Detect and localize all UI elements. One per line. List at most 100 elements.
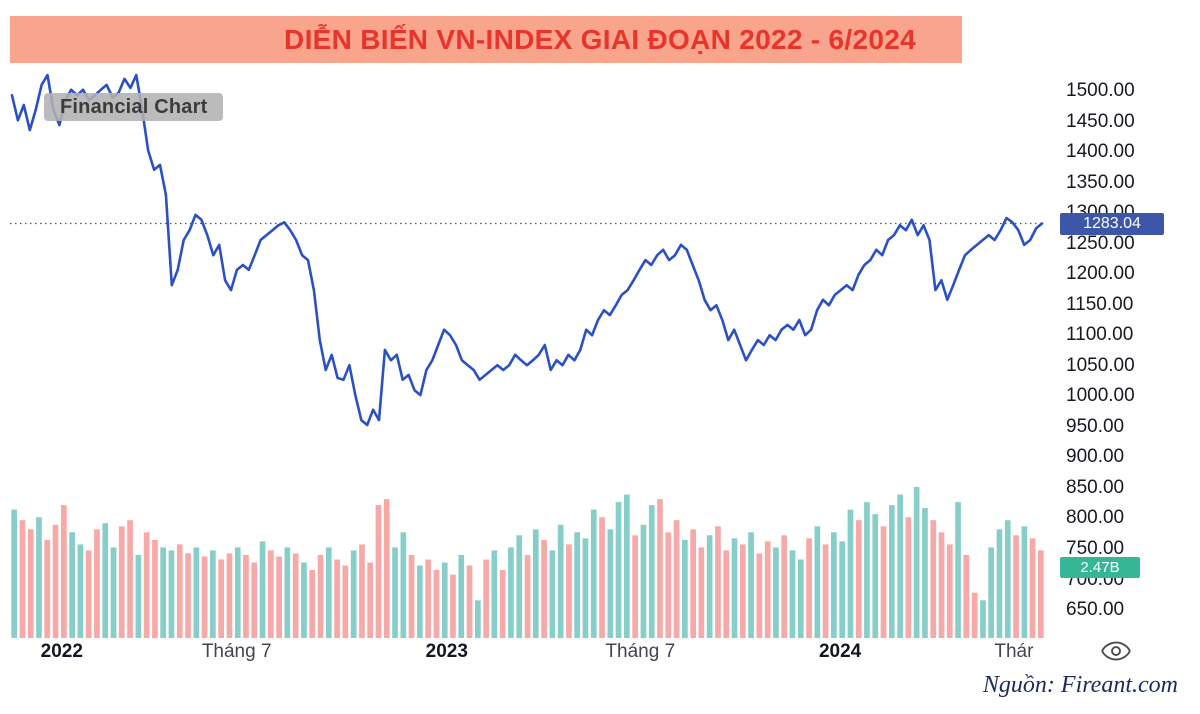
- volume-bar: [292, 553, 299, 638]
- volume-bar: [831, 532, 837, 638]
- volume-bar: [94, 529, 100, 638]
- volume-bar: [524, 555, 531, 638]
- volume-bar: [789, 550, 796, 638]
- volume-bar: [19, 520, 26, 638]
- volume-bar: [864, 502, 870, 638]
- volume-bar: [781, 535, 787, 638]
- volume-bar: [61, 505, 67, 638]
- volume-bar: [392, 547, 398, 638]
- volume-bar: [425, 559, 431, 638]
- volume-bar: [450, 574, 456, 638]
- volume-bar: [218, 559, 224, 638]
- y-axis-label: 1000.00: [1066, 385, 1135, 407]
- volume-bar: [682, 539, 688, 639]
- volume-bar: [980, 600, 986, 639]
- volume-bar: [624, 494, 630, 638]
- volume-bar: [11, 509, 17, 638]
- volume-bar: [301, 562, 307, 638]
- volume-bar: [566, 544, 572, 638]
- volume-bar: [673, 520, 680, 638]
- volume-bar: [1004, 520, 1011, 638]
- volume-bar: [756, 553, 763, 638]
- volume-bar: [640, 524, 647, 639]
- volume-bar: [797, 559, 804, 638]
- y-axis-label: 1350.00: [1066, 171, 1135, 193]
- volume-bar: [466, 565, 473, 638]
- volume-bar: [731, 538, 738, 638]
- volume-bar: [85, 550, 92, 638]
- y-axis-label: 1450.00: [1066, 110, 1135, 132]
- x-axis-label: Thár: [994, 641, 1034, 662]
- volume-bar: [706, 535, 713, 638]
- volume-bar: [657, 499, 663, 638]
- volume-bar: [814, 526, 821, 638]
- x-axis-label: Tháng 7: [605, 641, 676, 662]
- volume-bar: [715, 526, 721, 638]
- y-axis-label: 750.00: [1066, 537, 1125, 559]
- eye-icon[interactable]: [1101, 641, 1131, 661]
- y-axis-label: 1400.00: [1066, 141, 1135, 163]
- volume-bar: [599, 517, 605, 638]
- volume-bar: [309, 570, 316, 638]
- y-axis-label: 1100.00: [1066, 324, 1134, 346]
- volume-bar: [590, 509, 597, 638]
- volume-bar: [36, 517, 42, 638]
- volume-bar: [201, 556, 208, 638]
- volume-bar: [930, 520, 937, 638]
- volume-bar: [963, 555, 970, 638]
- y-axis-label: 1050.00: [1066, 354, 1135, 376]
- volume-bar: [922, 508, 928, 638]
- volume-bar: [69, 532, 75, 638]
- volume-bar: [988, 547, 994, 638]
- y-axis-label: 1500.00: [1066, 80, 1135, 101]
- title-banner: [10, 16, 962, 63]
- volume-bar: [259, 541, 266, 638]
- volume-bar: [491, 550, 498, 638]
- volume-bar: [102, 523, 109, 638]
- volume-bar: [946, 544, 953, 638]
- volume-bar: [168, 550, 175, 638]
- last-price-tag: 1283.04: [1060, 212, 1164, 235]
- volume-bar: [549, 550, 556, 638]
- volume-bar: [880, 526, 887, 638]
- volume-bar: [251, 562, 258, 638]
- volume-bar: [52, 524, 59, 639]
- volume-bar: [433, 570, 440, 638]
- volume-bar: [400, 532, 407, 638]
- volume-bar: [417, 565, 423, 638]
- x-axis-label: Tháng 7: [201, 641, 272, 662]
- volume-bar: [185, 553, 191, 638]
- volume-bar: [648, 505, 655, 638]
- volume-bar: [690, 529, 696, 638]
- x-axis-label: 2024: [818, 641, 862, 662]
- volume-bar: [541, 539, 547, 639]
- volume-bar: [350, 550, 357, 638]
- y-axis-label: 1250.00: [1066, 232, 1135, 254]
- volume-bar: [739, 544, 746, 638]
- volume-bar: [44, 539, 51, 639]
- volume-bar: [574, 532, 580, 638]
- x-axis-label: 2023: [425, 641, 468, 662]
- volume-bar: [383, 499, 390, 638]
- price-axis[interactable]: 1500.001450.001400.001350.001300.001250.…: [1066, 0, 1196, 660]
- volume-bar: [955, 502, 961, 638]
- volume-bar: [77, 544, 84, 638]
- volume-bar: [1013, 535, 1019, 638]
- volume-bar: [855, 520, 862, 638]
- volume-bar: [557, 524, 564, 639]
- time-axis[interactable]: 2022 Tháng 7 2023 Tháng 7 2024 Thár: [0, 641, 1100, 665]
- y-axis-label: 950.00: [1066, 415, 1125, 437]
- volume-bar: [334, 559, 340, 638]
- x-axis-label: 2022: [40, 641, 83, 662]
- volume-bar: [27, 529, 34, 638]
- volume-bar: [441, 562, 448, 638]
- volume-bar: [135, 555, 142, 638]
- volume-bar: [342, 565, 349, 638]
- volume-bar: [748, 532, 754, 638]
- volume-bar: [268, 550, 274, 638]
- y-axis-label: 900.00: [1066, 446, 1125, 468]
- volume-bar: [408, 555, 415, 638]
- volume-bar: [839, 541, 845, 638]
- volume-bar: [359, 544, 365, 638]
